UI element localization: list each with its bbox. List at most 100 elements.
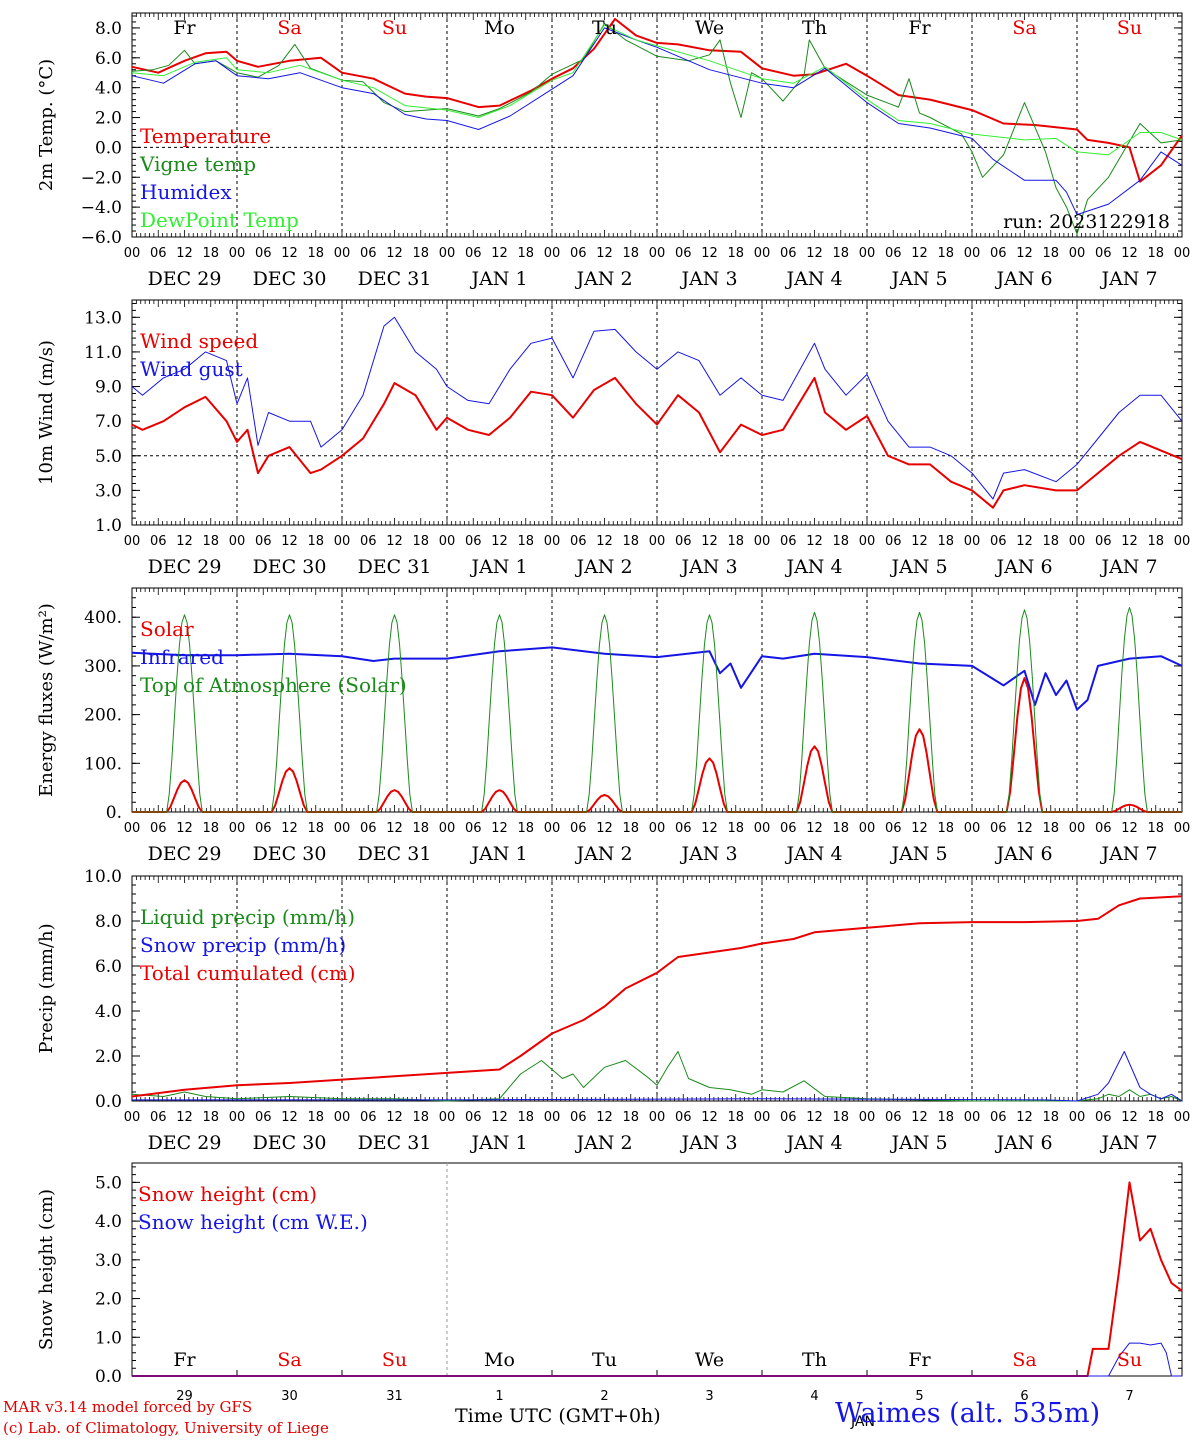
date-label: DEC 31 bbox=[358, 1132, 432, 1154]
day-name: Mo bbox=[484, 17, 515, 39]
hour-label: 00 bbox=[754, 246, 771, 261]
date-label: JAN 4 bbox=[784, 1132, 842, 1154]
hour-label: 12 bbox=[281, 821, 298, 836]
date-label: DEC 31 bbox=[358, 268, 432, 290]
legend-entry: Top of Atmosphere (Solar) bbox=[140, 673, 407, 697]
day-name: Fr bbox=[173, 17, 196, 39]
hour-label: 00 bbox=[964, 1110, 981, 1125]
date-label: JAN 2 bbox=[574, 556, 632, 578]
hour-label: 12 bbox=[911, 534, 928, 549]
y-axis-label: 10m Wind (m/s) bbox=[36, 340, 57, 485]
date-label: DEC 31 bbox=[358, 843, 432, 865]
date-label: DEC 30 bbox=[253, 556, 327, 578]
hour-label: 00 bbox=[754, 821, 771, 836]
day-number: 5 bbox=[915, 1389, 923, 1404]
date-label: JAN 1 bbox=[469, 268, 527, 290]
date-label: JAN 5 bbox=[889, 268, 947, 290]
hour-label: 18 bbox=[937, 246, 954, 261]
temperature-panel: −6.0 −4.0 −2.0 0.0 2.0 4.0 6.0 8.0 2m Temp. (°C)… bbox=[36, 12, 1190, 290]
hour-label: 00 bbox=[229, 821, 246, 836]
hour-label: 12 bbox=[701, 534, 718, 549]
hour-label: 06 bbox=[360, 534, 377, 549]
y-tick-label: 0.0 bbox=[95, 1367, 122, 1387]
date-label: DEC 30 bbox=[253, 1132, 327, 1154]
date-label: JAN 5 bbox=[889, 556, 947, 578]
hour-label: 00 bbox=[334, 1110, 351, 1125]
hour-label: 00 bbox=[1069, 246, 1086, 261]
hour-label: 06 bbox=[570, 246, 587, 261]
hour-label: 12 bbox=[701, 1110, 718, 1125]
hour-label: 06 bbox=[1095, 1110, 1112, 1125]
hour-label: 00 bbox=[124, 534, 141, 549]
day-number: 6 bbox=[1020, 1389, 1028, 1404]
hour-label: 00 bbox=[649, 821, 666, 836]
y-tick-label: 2.0 bbox=[95, 1047, 122, 1067]
y-tick-label: 0.0 bbox=[95, 1092, 122, 1112]
hour-label: 06 bbox=[675, 1110, 692, 1125]
hour-label: 06 bbox=[990, 246, 1007, 261]
hour-label: 06 bbox=[360, 1110, 377, 1125]
date-label: JAN 1 bbox=[469, 556, 527, 578]
hour-label: 00 bbox=[439, 534, 456, 549]
hour-label: 18 bbox=[727, 246, 744, 261]
hour-label: 18 bbox=[517, 534, 534, 549]
hour-label: 12 bbox=[596, 534, 613, 549]
y-tick-label: 3.0 bbox=[95, 1251, 122, 1271]
day-name: Sa bbox=[1012, 17, 1036, 39]
date-label: JAN 5 bbox=[889, 843, 947, 865]
hour-label: 00 bbox=[1069, 534, 1086, 549]
hour-label: 18 bbox=[517, 1110, 534, 1125]
hour-label: 00 bbox=[544, 1110, 561, 1125]
hour-label: 06 bbox=[150, 821, 167, 836]
hour-label: 18 bbox=[1042, 246, 1059, 261]
day-number: 29 bbox=[176, 1389, 193, 1404]
hour-label: 12 bbox=[386, 246, 403, 261]
hour-label: 12 bbox=[1016, 821, 1033, 836]
date-label: JAN 7 bbox=[1099, 268, 1157, 290]
hour-label: 12 bbox=[806, 534, 823, 549]
legend-entry: Temperature bbox=[140, 124, 271, 148]
hour-label: 12 bbox=[701, 246, 718, 261]
hour-label: 12 bbox=[176, 246, 193, 261]
date-label: JAN 1 bbox=[469, 1132, 527, 1154]
day-number: 7 bbox=[1125, 1389, 1133, 1404]
hour-label: 18 bbox=[202, 1110, 219, 1125]
legend-entry: Vigne temp bbox=[139, 152, 256, 176]
hour-label: 06 bbox=[360, 246, 377, 261]
series-line-vigne-temp bbox=[131, 23, 1183, 235]
hour-label: 06 bbox=[1095, 821, 1112, 836]
hour-label: 18 bbox=[412, 534, 429, 549]
y-axis-label: 2m Temp. (°C) bbox=[36, 59, 57, 191]
date-label: JAN 6 bbox=[994, 556, 1052, 578]
legend-entry: Total cumulated (cm) bbox=[140, 961, 356, 985]
date-label: DEC 30 bbox=[253, 268, 327, 290]
hour-label: 18 bbox=[1147, 821, 1164, 836]
hour-label: 12 bbox=[491, 246, 508, 261]
hour-label: 06 bbox=[255, 1110, 272, 1125]
hour-label: 00 bbox=[1174, 1110, 1191, 1125]
hour-label: 18 bbox=[832, 1110, 849, 1125]
hour-label: 18 bbox=[832, 246, 849, 261]
y-tick-label: 3.0 bbox=[95, 481, 122, 501]
hour-label: 00 bbox=[754, 1110, 771, 1125]
legend-entry: Humidex bbox=[140, 180, 232, 204]
series-line-snow-height-cm- bbox=[132, 1181, 1183, 1377]
day-number: 2 bbox=[600, 1389, 608, 1404]
y-axis-label: Precip (mm/h) bbox=[36, 923, 57, 1053]
date-label: DEC 30 bbox=[253, 843, 327, 865]
hour-label: 18 bbox=[307, 821, 324, 836]
hour-label: 12 bbox=[596, 246, 613, 261]
legend-entry: Wind gust bbox=[140, 357, 243, 381]
hour-label: 06 bbox=[1095, 534, 1112, 549]
date-label: JAN 3 bbox=[679, 268, 737, 290]
day-name: Su bbox=[1117, 17, 1142, 39]
hour-label: 00 bbox=[964, 534, 981, 549]
hour-label: 12 bbox=[386, 534, 403, 549]
y-tick-label: 1.0 bbox=[95, 1328, 122, 1348]
hour-label: 18 bbox=[937, 534, 954, 549]
y-axis-label: Energy fluxes (W/m²) bbox=[36, 603, 57, 797]
hour-label: 00 bbox=[439, 1110, 456, 1125]
date-label: JAN 3 bbox=[679, 1132, 737, 1154]
y-tick-label: 0.0 bbox=[95, 138, 122, 158]
hour-label: 00 bbox=[754, 534, 771, 549]
